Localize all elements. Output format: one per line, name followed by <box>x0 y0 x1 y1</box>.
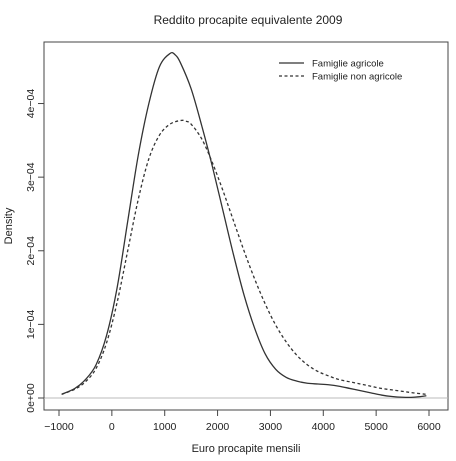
x-tick-label: 3000 <box>259 421 283 433</box>
legend: Famiglie agricole Famiglie non agricole <box>279 59 402 83</box>
series-line-famiglie-agricole <box>61 51 427 399</box>
x-axis-label: Euro procapite mensili <box>192 443 301 455</box>
series-layer <box>61 51 427 399</box>
y-tick-label: 3e−04 <box>25 162 37 192</box>
y-axis-label: Density <box>3 207 15 244</box>
y-tick-label: 0e+00 <box>25 383 37 413</box>
legend-label-famiglie-agricole: Famiglie agricole <box>312 59 384 70</box>
x-tick-label: −1000 <box>44 421 74 433</box>
x-axis: −1000 0 1000 2000 3000 4000 5000 6000 <box>44 409 441 433</box>
x-tick-label: 2000 <box>206 421 230 433</box>
legend-label-famiglie-non-agricole: Famiglie non agricole <box>312 72 402 83</box>
y-tick-label: 2e−04 <box>25 236 37 266</box>
chart-title: Reddito procapite equivalente 2009 <box>154 13 343 27</box>
plot-frame <box>43 41 449 411</box>
y-tick-label: 1e−04 <box>25 309 37 339</box>
x-tick-label: 1000 <box>153 421 177 433</box>
x-tick-label: 0 <box>109 421 115 433</box>
x-tick-label: 5000 <box>364 421 388 433</box>
x-tick-label: 6000 <box>417 421 441 433</box>
y-tick-label: 4e−04 <box>25 89 37 119</box>
y-axis: 0e+00 1e−04 2e−04 3e−04 4e−04 <box>25 89 45 413</box>
x-tick-label: 4000 <box>312 421 336 433</box>
series-line-famiglie-non-agricole <box>61 119 427 395</box>
